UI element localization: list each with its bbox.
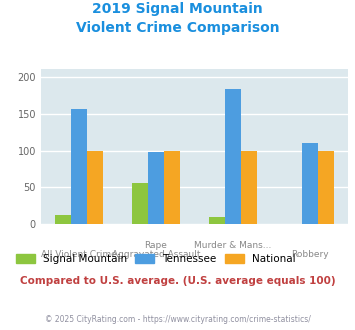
Bar [71,109,87,224]
Text: Violent Crime Comparison: Violent Crime Comparison [76,21,279,35]
Bar [209,217,225,224]
Text: Compared to U.S. average. (U.S. average equals 100): Compared to U.S. average. (U.S. average … [20,276,335,285]
Text: © 2025 CityRating.com - https://www.cityrating.com/crime-statistics/: © 2025 CityRating.com - https://www.city… [45,315,310,324]
Text: Aggravated Assault: Aggravated Assault [112,250,200,259]
Text: Rape: Rape [144,241,167,250]
Bar [148,152,164,224]
Bar [164,150,180,224]
Bar [132,183,148,224]
Text: Murder & Mans...: Murder & Mans... [194,241,272,250]
Legend: Signal Mountain, Tennessee, National: Signal Mountain, Tennessee, National [16,253,296,264]
Bar [318,150,334,224]
Bar [302,143,318,224]
Text: All Violent Crime: All Violent Crime [41,250,117,259]
Bar [87,150,103,224]
Text: Robbery: Robbery [291,250,328,259]
Bar [225,89,241,224]
Bar [55,215,71,224]
Bar [241,150,257,224]
Text: 2019 Signal Mountain: 2019 Signal Mountain [92,2,263,16]
